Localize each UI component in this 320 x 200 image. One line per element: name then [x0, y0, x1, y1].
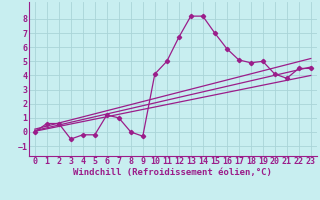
- X-axis label: Windchill (Refroidissement éolien,°C): Windchill (Refroidissement éolien,°C): [73, 168, 272, 177]
